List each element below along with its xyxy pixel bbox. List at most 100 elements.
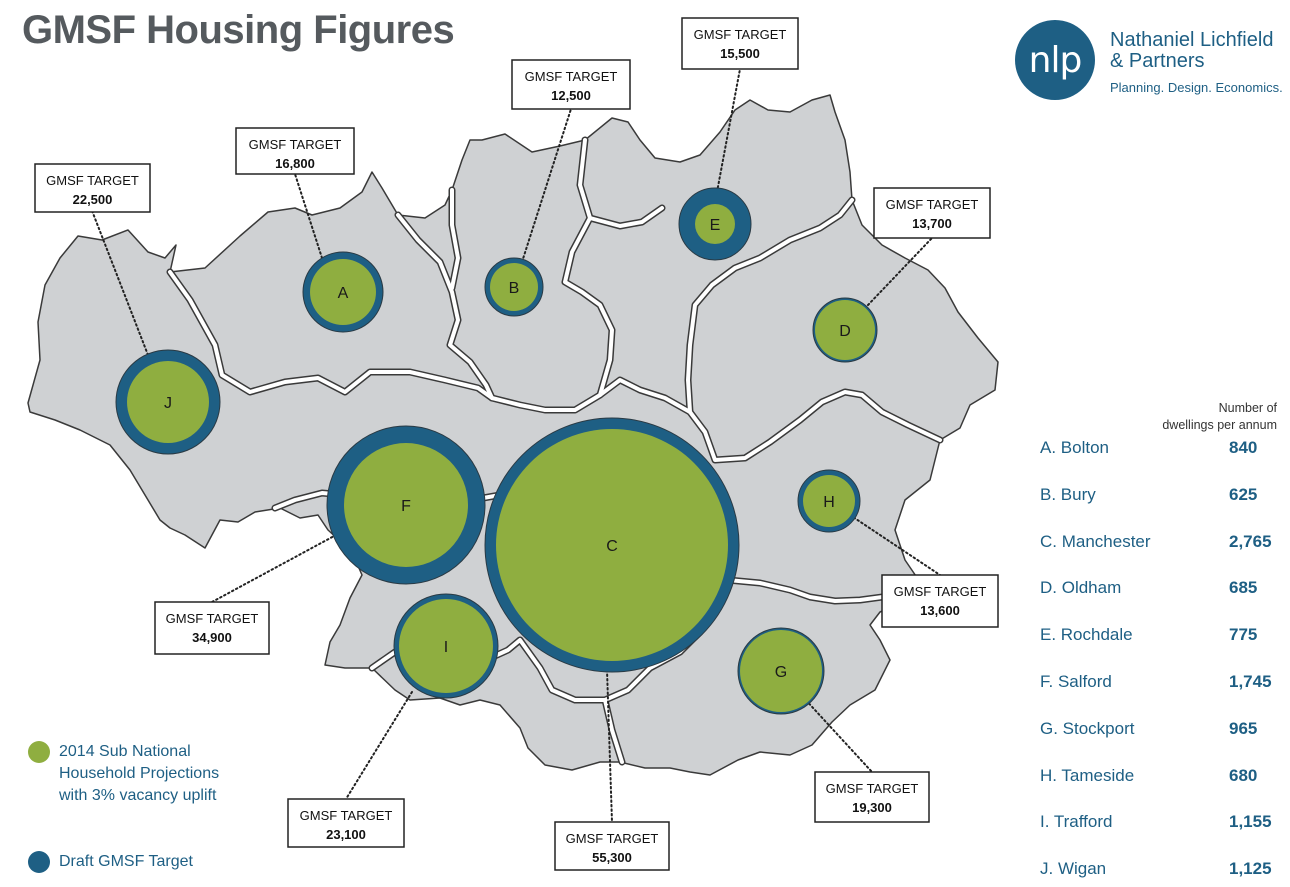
dwellings-value: 2,765 [1229, 531, 1272, 551]
bubble-label-f: F [401, 498, 411, 515]
district-name: D. Oldham [1040, 578, 1122, 598]
bubble-label-g: G [775, 664, 787, 681]
table-row: H. Tameside 680 [1040, 766, 1290, 790]
callout-value-f: 34,900 [192, 630, 232, 645]
callout-e: GMSF TARGET 15,500 [681, 17, 799, 70]
dwellings-value: 1,155 [1229, 812, 1272, 832]
table-header-line1: Number of [1218, 401, 1277, 415]
leader-line-e [716, 68, 741, 193]
callout-value-e: 15,500 [720, 46, 760, 61]
callout-value-d: 13,700 [912, 216, 952, 231]
callout-value-a: 16,800 [275, 156, 315, 171]
bubble-label-j: J [164, 395, 172, 412]
dwellings-value: 625 [1229, 484, 1258, 504]
callout-box-g [814, 771, 930, 823]
callout-label-d: GMSF TARGET [886, 197, 979, 212]
callout-box-i [287, 798, 405, 848]
callout-label-b: GMSF TARGET [525, 69, 618, 84]
callout-g: GMSF TARGET 19,300 [814, 771, 930, 823]
district-name: C. Manchester [1040, 531, 1151, 551]
leader-line-c [606, 669, 613, 823]
callout-box-a [235, 127, 355, 175]
table-header: Number of dwellings per annum [1162, 400, 1277, 434]
bubble-label-i: I [444, 639, 448, 656]
callout-value-c: 55,300 [592, 850, 632, 865]
callout-d: GMSF TARGET 13,700 [873, 187, 991, 239]
callout-a: GMSF TARGET 16,800 [235, 127, 355, 175]
callout-label-c: GMSF TARGET [566, 831, 659, 846]
dwellings-value: 680 [1229, 765, 1258, 785]
callout-value-g: 19,300 [852, 800, 892, 815]
callout-value-h: 13,600 [920, 603, 960, 618]
projection-bubble-e [695, 204, 735, 244]
dwellings-value: 685 [1229, 578, 1258, 598]
callout-box-j [34, 163, 151, 213]
bubble-label-e: E [710, 217, 721, 234]
bubble-label-c: C [606, 538, 618, 555]
district-name: A. Bolton [1040, 438, 1109, 457]
callout-i: GMSF TARGET 23,100 [287, 798, 405, 848]
table-row: F. Salford 1,745 [1040, 672, 1290, 696]
leader-line-j [91, 211, 149, 356]
dwellings-value: 965 [1229, 718, 1258, 738]
company-name: Nathaniel Lichfield & Partners [1110, 30, 1273, 72]
table-row: B. Bury 625 [1040, 485, 1290, 509]
projection-bubble-c [496, 429, 728, 661]
callout-b: GMSF TARGET 12,500 [511, 59, 631, 110]
callout-box-b [511, 59, 631, 110]
legend-blue-swatch [28, 851, 50, 873]
dwellings-value: 1,745 [1229, 672, 1272, 691]
leader-line-b [521, 108, 572, 263]
district-name: J. Wigan [1040, 859, 1107, 879]
projection-bubble-a [310, 259, 376, 325]
table-row: G. Stockport 965 [1040, 719, 1290, 743]
callout-f: GMSF TARGET 34,900 [154, 601, 270, 655]
projection-bubble-j [127, 361, 209, 443]
district-name: G. Stockport [1040, 718, 1135, 738]
projection-bubble-i [399, 599, 493, 693]
callout-label-g: GMSF TARGET [826, 781, 919, 796]
table-row: J. Wigan 1,125 [1040, 859, 1290, 883]
callout-label-i: GMSF TARGET [300, 808, 393, 823]
logo-mark: nlp [1028, 39, 1083, 81]
leader-line-g [802, 696, 873, 773]
callout-j: GMSF TARGET 22,500 [34, 163, 151, 213]
table-row: A. Bolton 840 [1040, 438, 1290, 462]
bubble-label-b: B [509, 280, 520, 297]
callout-label-j: GMSF TARGET [46, 173, 139, 188]
callout-box-f [154, 601, 270, 655]
company-name-line2: & Partners [1110, 50, 1205, 72]
projection-bubble-g [740, 630, 822, 712]
projection-bubble-d [815, 300, 875, 360]
district-name: F. Salford [1040, 672, 1112, 691]
leader-line-h [849, 514, 941, 576]
district-name: H. Tameside [1040, 765, 1135, 785]
district-name: B. Bury [1040, 484, 1096, 504]
page-title: GMSF Housing Figures [22, 8, 455, 52]
callout-label-e: GMSF TARGET [694, 27, 787, 42]
leader-line-d [867, 237, 933, 306]
callout-c: GMSF TARGET 55,300 [554, 821, 670, 871]
legend-green-swatch [28, 741, 50, 763]
callout-label-h: GMSF TARGET [894, 584, 987, 599]
dwellings-value: 775 [1229, 625, 1258, 645]
district-bubbles: A B C D E F G H I J [115, 187, 878, 715]
callout-value-b: 12,500 [551, 88, 591, 103]
table-row: I. Trafford 1,155 [1040, 812, 1290, 836]
bubble-label-a: A [338, 285, 349, 302]
table-row: D. Oldham 685 [1040, 578, 1290, 602]
callout-box-c [554, 821, 670, 871]
nlp-logo: nlp [1015, 20, 1095, 100]
projection-bubble-h [803, 475, 855, 527]
table-row: C. Manchester 2,765 [1040, 532, 1290, 556]
map-region-outline [27, 94, 999, 776]
projection-bubble-f [344, 443, 468, 567]
callout-label-a: GMSF TARGET [249, 137, 342, 152]
table-header-line2: dwellings per annum [1162, 418, 1277, 432]
district-name: E. Rochdale [1040, 625, 1133, 645]
callout-box-e [681, 17, 799, 70]
callout-box-d [873, 187, 991, 239]
